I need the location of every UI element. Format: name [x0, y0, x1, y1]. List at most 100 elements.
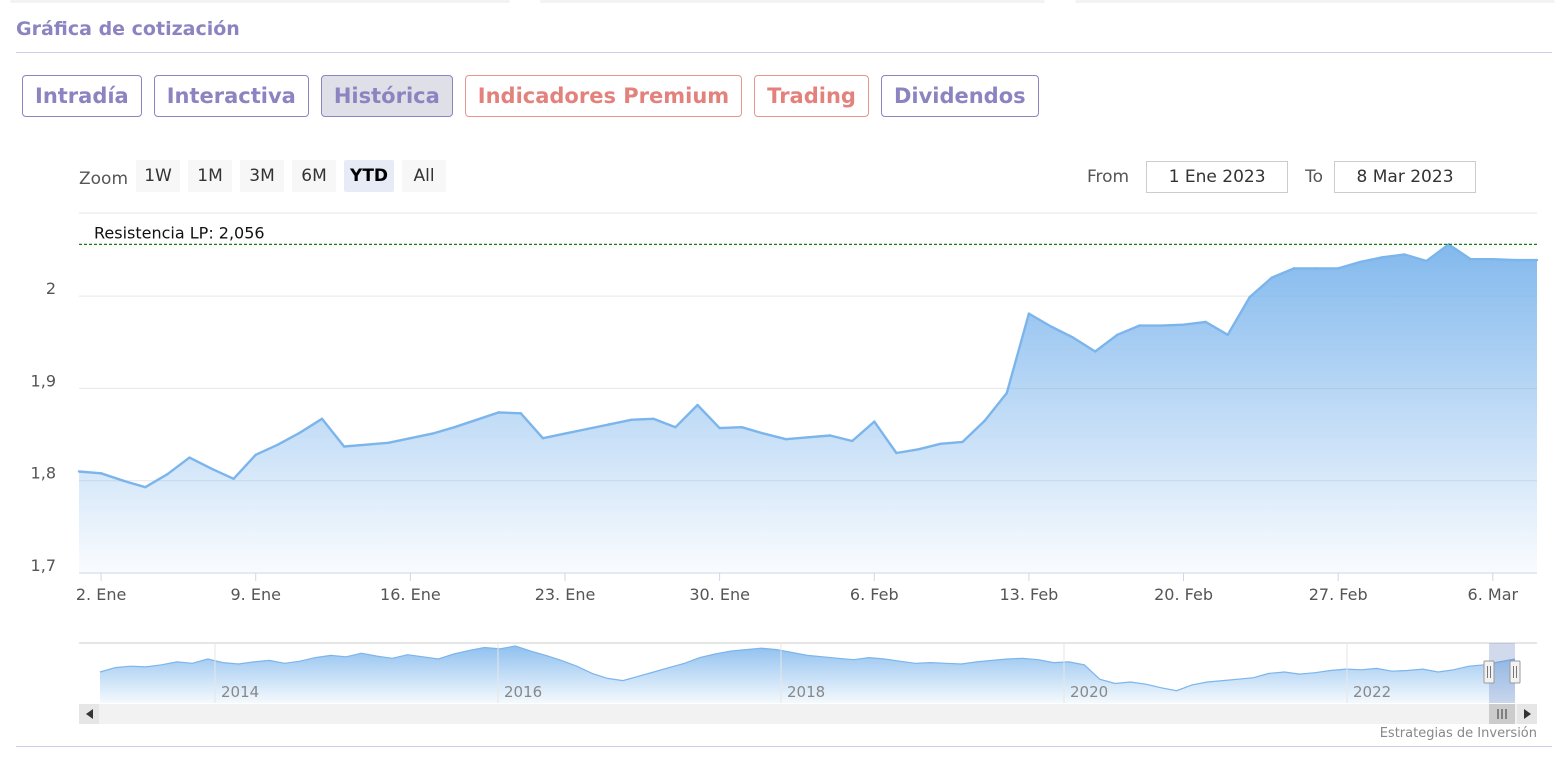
tab-dividendos[interactable]: Dividendos [880, 75, 1039, 117]
tab-trading[interactable]: Trading [754, 75, 869, 117]
zoom-1w-button[interactable]: 1W [136, 160, 181, 192]
from-date-input[interactable]: 1 Ene 2023 [1146, 161, 1289, 193]
navigator-handle[interactable] [1509, 660, 1521, 684]
data-point [983, 419, 986, 422]
data-point [1204, 320, 1207, 324]
data-point [77, 470, 81, 473]
tab-intradia[interactable]: Intradía [22, 75, 142, 117]
section-divider [16, 52, 1552, 53]
data-point [1226, 333, 1229, 337]
y-axis: 1,7 1,8 1,9 2 [31, 279, 56, 575]
data-point [210, 467, 213, 470]
data-point [1248, 295, 1252, 299]
data-point [475, 418, 478, 421]
data-point [364, 443, 368, 446]
data-point [1093, 350, 1097, 353]
data-point [166, 473, 169, 476]
data-point [585, 427, 589, 431]
to-label: To [1305, 167, 1324, 187]
data-point [1314, 267, 1318, 270]
price-area [79, 244, 1537, 573]
chart-plot-area [77, 243, 1539, 573]
chart-credit: Estrategias de Inversión [1379, 726, 1537, 741]
data-point [1359, 260, 1362, 264]
data-point [320, 417, 324, 421]
navigator-year-label: 2022 [1353, 683, 1391, 701]
data-point [873, 420, 876, 423]
data-point [917, 448, 920, 451]
data-point [961, 440, 964, 444]
data-point [1005, 391, 1009, 395]
data-point [1535, 258, 1539, 262]
x-tick-label: 27. Feb [1309, 585, 1368, 604]
data-point [1469, 257, 1472, 261]
tab-indicadores-premium[interactable]: Indicadores Premium [464, 75, 743, 117]
navigator: 2014 2016 2018 2020 2022 [79, 642, 1537, 724]
chevron-left-icon [86, 709, 93, 719]
x-tick-label: 2. Ene [76, 585, 126, 604]
data-point [1336, 267, 1340, 270]
date-range: From 1 Ene 2023 To 8 Mar 2023 [1087, 161, 1477, 193]
data-point [1160, 324, 1163, 327]
data-point [828, 434, 832, 437]
data-point [519, 412, 523, 415]
data-point [541, 437, 545, 440]
data-point [850, 439, 854, 443]
data-point [895, 451, 898, 455]
data-point [254, 453, 257, 457]
data-point [453, 425, 456, 429]
data-point [630, 418, 633, 421]
data-point [762, 432, 766, 435]
y-tick-label: 1,8 [31, 464, 56, 483]
data-point [188, 456, 191, 459]
data-point [674, 425, 677, 429]
y-tick-label: 2 [46, 279, 56, 298]
bottom-divider [16, 746, 1552, 747]
tab-interactiva[interactable]: Interactiva [153, 75, 309, 117]
zoom-6m-button[interactable]: 6M [292, 160, 337, 192]
navigator-year-label: 2016 [504, 683, 542, 701]
data-point [1138, 324, 1141, 327]
x-tick-label: 9. Ene [231, 585, 281, 604]
navigator-handle[interactable] [1483, 660, 1495, 684]
zoom-ytd-button[interactable]: YTD [344, 160, 395, 192]
data-point [806, 436, 810, 439]
data-point [298, 431, 302, 434]
navigator-year-label: 2018 [787, 683, 825, 701]
from-label: From [1087, 167, 1130, 187]
navigator-line [99, 645, 1516, 692]
y-tick-label: 1,7 [31, 556, 56, 575]
data-point [1292, 267, 1296, 270]
zoom-1m-button[interactable]: 1M [188, 160, 233, 192]
zoom-3m-button[interactable]: 3M [240, 160, 285, 192]
data-point [1381, 256, 1384, 259]
x-tick-label: 23. Ene [535, 585, 596, 604]
data-point [342, 445, 346, 448]
data-point [144, 485, 147, 489]
resistance-label: Resistencia LP: 2,056 [94, 223, 265, 242]
chevron-right-icon [1524, 709, 1531, 719]
zoom-all-button[interactable]: All [402, 160, 447, 192]
data-point [1027, 312, 1031, 315]
data-point [740, 425, 743, 429]
x-tick-label: 6. Mar [1468, 585, 1519, 604]
scrollbar-track[interactable] [79, 704, 1537, 724]
data-point [232, 477, 235, 481]
data-point [1116, 333, 1119, 337]
data-point [1071, 336, 1075, 339]
data-point [607, 423, 611, 426]
to-date-input[interactable]: 8 Mar 2023 [1334, 161, 1477, 193]
zoom-selector: Zoom 1W 1M 3M 6M YTD All [79, 160, 454, 192]
x-tick-label: 16. Ene [380, 585, 441, 604]
data-point [387, 441, 390, 445]
tab-historica[interactable]: Histórica [320, 75, 453, 117]
x-axis: 2. Ene 9. Ene 16. Ene 23. Ene 30. Ene 6. Feb 1… [76, 572, 1537, 604]
data-point [1513, 258, 1517, 262]
data-point [563, 432, 567, 435]
navigator-year-label: 2014 [221, 683, 259, 701]
navigator-year-label: 2020 [1070, 683, 1108, 701]
data-point [1049, 325, 1053, 328]
x-tick-label: 13. Feb [999, 585, 1058, 604]
x-tick-label: 30. Ene [689, 585, 750, 604]
